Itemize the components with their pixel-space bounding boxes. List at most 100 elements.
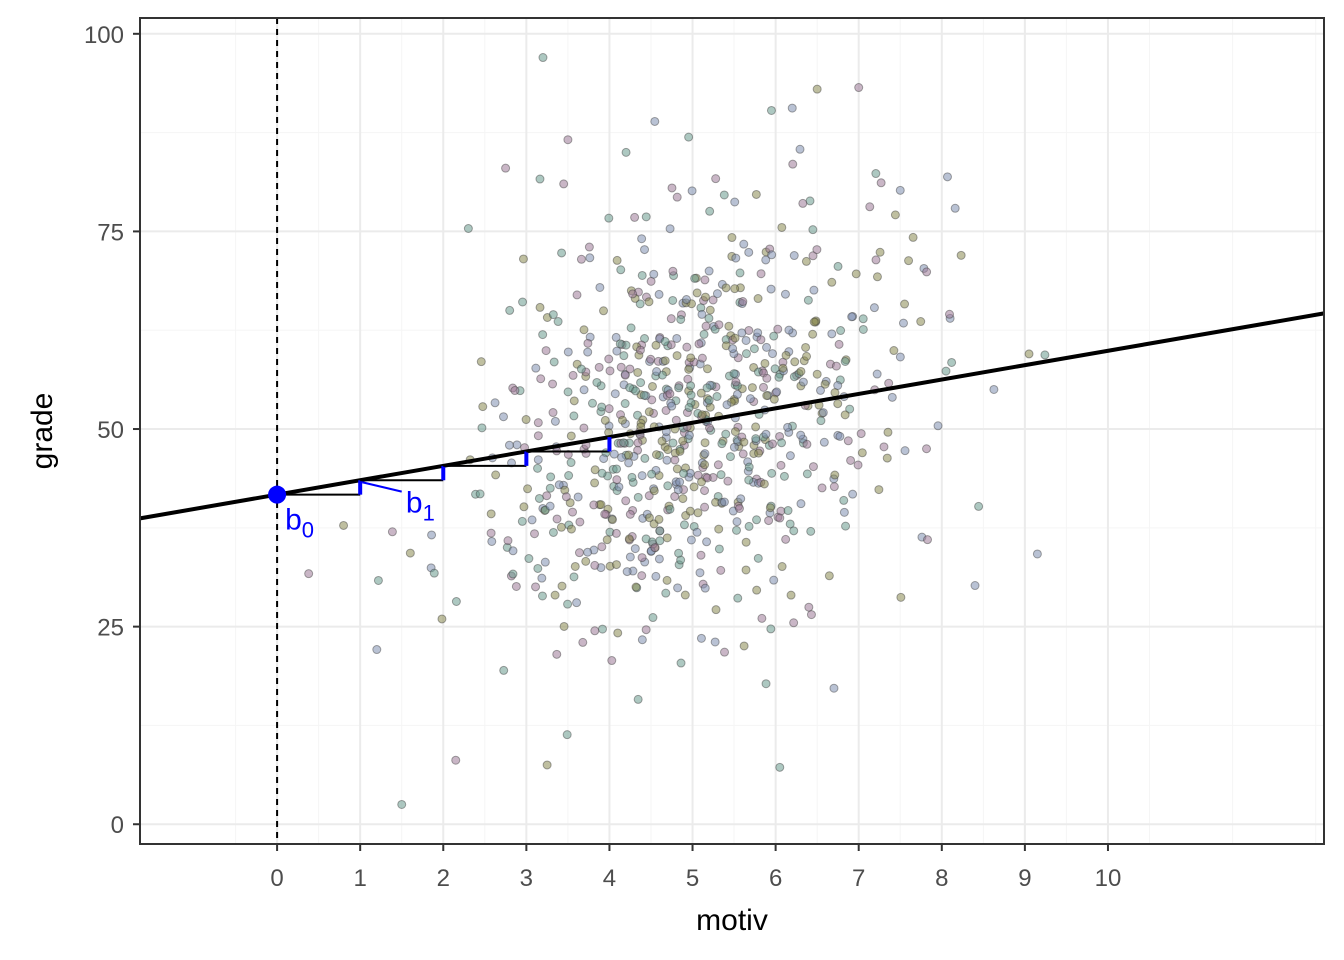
data-point <box>498 412 508 422</box>
data-point <box>789 526 799 536</box>
x-tick-label: 1 <box>354 865 367 892</box>
data-point <box>662 455 672 465</box>
data-point <box>668 438 678 448</box>
data-point <box>548 527 558 537</box>
data-point <box>437 614 447 624</box>
data-point <box>874 485 884 495</box>
data-point <box>704 313 714 323</box>
data-point <box>783 506 793 516</box>
data-point <box>574 548 584 558</box>
data-point <box>694 339 704 349</box>
data-point <box>633 410 643 420</box>
data-point <box>372 645 382 655</box>
data-point <box>809 285 819 295</box>
data-point <box>614 482 624 492</box>
data-point <box>640 245 650 255</box>
data-point <box>651 340 661 350</box>
data-point <box>802 351 812 361</box>
data-point <box>451 755 461 765</box>
data-point <box>697 309 707 319</box>
data-point <box>537 591 547 601</box>
data-point <box>576 364 586 374</box>
data-point <box>751 434 761 444</box>
data-point <box>805 196 815 206</box>
data-point <box>512 440 522 450</box>
data-point <box>625 364 635 374</box>
data-point <box>705 423 715 433</box>
data-point <box>780 289 790 299</box>
data-point <box>692 527 702 537</box>
data-point <box>841 521 851 531</box>
data-point <box>612 464 622 474</box>
data-point <box>702 537 712 547</box>
data-point <box>865 202 875 212</box>
y-axis: 0 25 50 75 100 <box>84 22 140 839</box>
data-point <box>572 598 582 608</box>
data-point <box>734 503 744 513</box>
slope-label-main: b <box>406 487 423 520</box>
data-point <box>749 344 759 354</box>
data-point <box>817 483 827 493</box>
data-point <box>834 339 844 349</box>
data-point <box>922 267 932 277</box>
data-point <box>702 383 712 393</box>
data-point <box>613 628 623 638</box>
data-point <box>824 571 834 581</box>
data-point <box>686 353 696 363</box>
data-point <box>887 392 897 402</box>
data-point <box>304 569 314 579</box>
data-point <box>508 569 518 579</box>
data-point <box>387 527 397 537</box>
slope-label: b1 <box>406 487 435 526</box>
data-point <box>696 633 706 643</box>
data-point <box>686 535 696 545</box>
data-point <box>625 509 635 519</box>
data-point <box>477 423 487 433</box>
data-point <box>678 494 688 504</box>
data-point <box>947 357 957 367</box>
x-tick-label: 8 <box>935 865 948 892</box>
data-point <box>660 356 670 366</box>
data-point <box>538 53 548 63</box>
data-point <box>704 395 714 405</box>
data-point <box>882 453 892 463</box>
data-point <box>871 169 881 179</box>
data-point <box>784 325 794 335</box>
data-point <box>583 347 593 357</box>
data-point <box>607 656 617 666</box>
x-axis-title: motiv <box>696 904 768 937</box>
data-point <box>589 500 599 510</box>
data-point <box>676 658 686 668</box>
data-point <box>713 460 723 470</box>
data-point <box>766 105 776 115</box>
data-point <box>641 534 651 544</box>
data-point <box>611 560 621 570</box>
data-point <box>774 372 784 382</box>
data-point <box>612 475 622 485</box>
data-point <box>576 254 586 264</box>
data-point <box>600 415 610 425</box>
data-point <box>668 295 678 305</box>
data-point <box>699 329 709 339</box>
data-point <box>373 575 383 585</box>
data-point <box>720 647 730 657</box>
data-point <box>700 486 710 496</box>
data-point <box>518 254 528 264</box>
data-point <box>857 448 867 458</box>
data-point <box>647 381 657 391</box>
data-point <box>665 389 675 399</box>
data-point <box>518 297 528 307</box>
data-point <box>600 509 610 519</box>
data-point <box>833 381 843 391</box>
data-point <box>700 502 710 512</box>
data-point <box>710 637 720 647</box>
data-point <box>727 233 737 243</box>
data-point <box>673 485 683 495</box>
data-point <box>744 475 754 485</box>
data-point <box>640 453 650 463</box>
data-point <box>840 357 850 367</box>
data-point <box>731 377 741 387</box>
data-point <box>670 492 680 502</box>
data-point <box>847 312 857 322</box>
data-point <box>730 197 740 207</box>
